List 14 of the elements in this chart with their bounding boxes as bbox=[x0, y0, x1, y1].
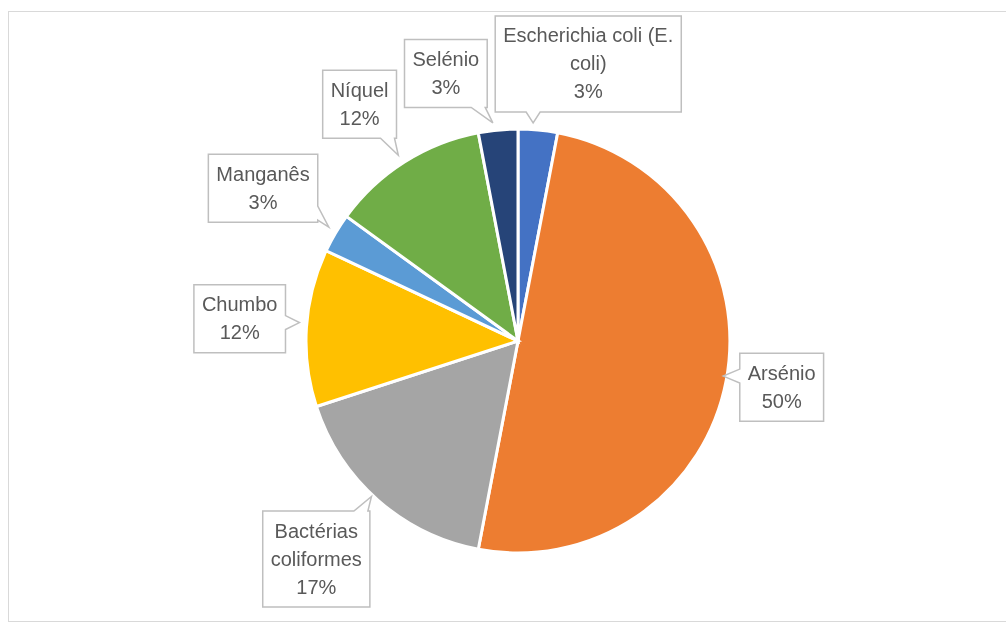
data-label: 17% bbox=[296, 575, 337, 598]
slice-label: Arsénio bbox=[747, 361, 816, 384]
data-label: 3% bbox=[573, 80, 603, 103]
slice-label: Selénio bbox=[412, 47, 480, 70]
data-label: 12% bbox=[219, 321, 260, 344]
data-label: 12% bbox=[339, 106, 380, 129]
slice-label: Escherichia coli (E. coli) bbox=[503, 24, 674, 75]
slice-label: Bactérias coliformes bbox=[270, 519, 362, 570]
slice-label: Chumbo bbox=[201, 293, 278, 316]
slice-label: Níquel bbox=[330, 78, 389, 101]
data-label: 50% bbox=[761, 389, 802, 412]
data-label: 3% bbox=[248, 190, 278, 213]
slice-label: Manganês bbox=[216, 162, 310, 185]
data-label: 3% bbox=[431, 75, 461, 98]
